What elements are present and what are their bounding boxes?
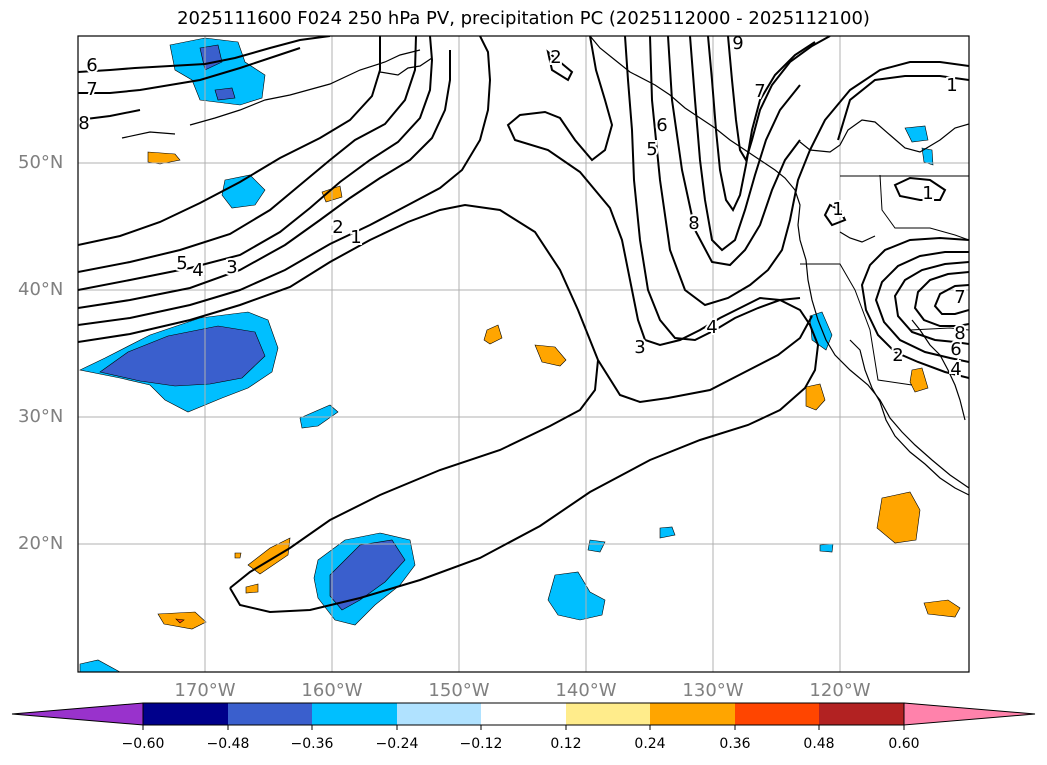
lat-label: 20°N bbox=[18, 533, 64, 554]
contour-label: 1 bbox=[946, 75, 957, 96]
contour-labels: 6 7 8 5 4 3 2 1 2 9 7 6 5 8 4 3 1 1 1 7 … bbox=[78, 33, 968, 382]
colorbar-tick-label: 0.24 bbox=[634, 736, 666, 752]
colorbar-tick-label: 0.60 bbox=[888, 736, 920, 752]
contour-label: 8 bbox=[78, 113, 89, 134]
colorbar-tick-label: −0.24 bbox=[375, 736, 419, 752]
contour-label: 5 bbox=[646, 139, 657, 160]
plot-title: 2025111600 F024 250 hPa PV, precipitatio… bbox=[177, 8, 870, 29]
colorbar-tick-label: −0.48 bbox=[206, 736, 250, 752]
borders bbox=[800, 174, 969, 386]
pv-contours bbox=[78, 36, 969, 614]
colorbar-segment bbox=[735, 703, 819, 725]
contour-label: 6 bbox=[656, 115, 667, 136]
contour-label: 8 bbox=[688, 213, 699, 234]
coastlines bbox=[121, 36, 969, 496]
colorbar-extend-low bbox=[11, 702, 144, 726]
colorbar-segment bbox=[481, 703, 566, 725]
contour-label: 1 bbox=[350, 227, 361, 248]
lat-label: 50°N bbox=[18, 152, 64, 173]
contour-label: 2 bbox=[332, 217, 343, 238]
contour-label: 1 bbox=[832, 199, 843, 220]
colorbar-tick-label: 0.36 bbox=[719, 736, 751, 752]
colorbar-segment bbox=[566, 703, 650, 725]
contour-label: 6 bbox=[86, 55, 97, 76]
colorbar-segment bbox=[228, 703, 312, 725]
precip-positive-areas bbox=[147, 151, 961, 630]
colorbar bbox=[11, 702, 1036, 730]
precip-negative-areas bbox=[79, 37, 934, 672]
contour-label: 7 bbox=[86, 79, 97, 100]
colorbar-segment bbox=[650, 703, 735, 725]
contour-label: 1 bbox=[922, 183, 933, 204]
lon-label: 120°W bbox=[809, 680, 871, 701]
lat-label: 30°N bbox=[18, 406, 64, 427]
contour-label: 8 bbox=[954, 323, 965, 344]
contour-label: 6 bbox=[950, 339, 961, 360]
contour-label: 2 bbox=[892, 345, 903, 366]
colorbar-extend-high bbox=[903, 702, 1036, 726]
contour-label: 2 bbox=[550, 47, 561, 68]
lon-label: 160°W bbox=[301, 680, 363, 701]
colorbar-segment bbox=[312, 703, 397, 725]
colorbar-tick-label: −0.60 bbox=[121, 736, 165, 752]
contour-label: 4 bbox=[192, 260, 203, 281]
contour-label: 4 bbox=[950, 359, 961, 380]
contour-label: 9 bbox=[732, 33, 743, 54]
contour-label: 7 bbox=[954, 287, 965, 308]
lat-label: 40°N bbox=[18, 279, 64, 300]
lon-label: 130°W bbox=[682, 680, 744, 701]
lon-label: 150°W bbox=[428, 680, 490, 701]
colorbar-tick-label: 0.12 bbox=[550, 736, 582, 752]
lon-label: 140°W bbox=[555, 680, 617, 701]
contour-label: 3 bbox=[226, 257, 237, 278]
colorbar-segment bbox=[397, 703, 481, 725]
contour-label: 7 bbox=[754, 81, 765, 102]
colorbar-segment bbox=[819, 703, 904, 725]
contour-label: 5 bbox=[176, 253, 187, 274]
colorbar-tick-label: −0.36 bbox=[290, 736, 334, 752]
colorbar-tick-label: 0.48 bbox=[803, 736, 835, 752]
colorbar-segment bbox=[143, 703, 228, 725]
lon-label: 170°W bbox=[174, 680, 236, 701]
contour-label: 3 bbox=[634, 337, 645, 358]
contour-label: 4 bbox=[706, 317, 717, 338]
map-frame bbox=[77, 35, 970, 673]
colorbar-tick-label: −0.12 bbox=[459, 736, 503, 752]
